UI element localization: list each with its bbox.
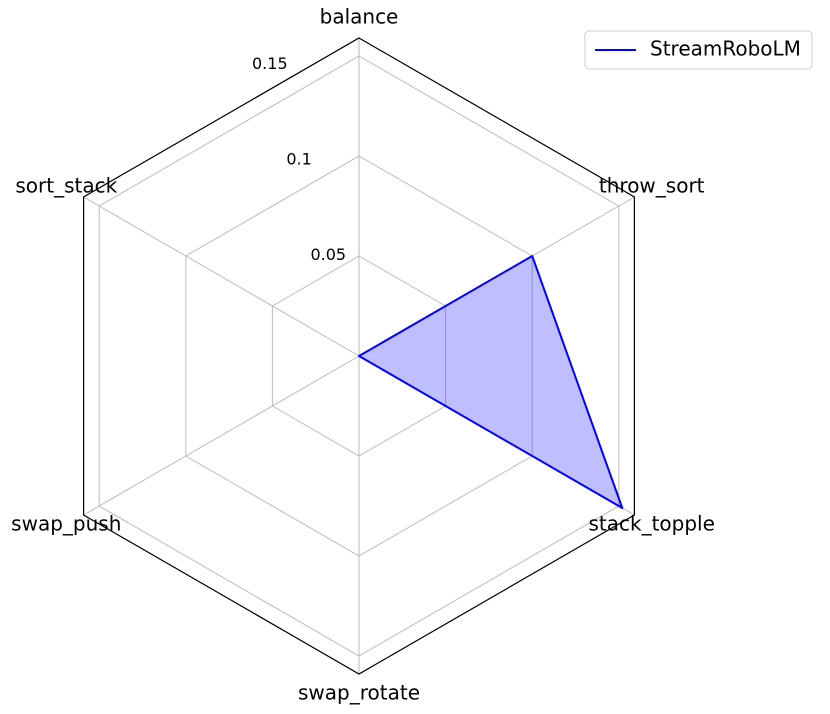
category-label: swap_rotate [298, 681, 420, 705]
category-label: sort_stack [15, 174, 117, 198]
category-label: balance [320, 5, 399, 29]
category-label: stack_topple [588, 512, 714, 536]
category-label: swap_push [11, 512, 121, 536]
grid-ring [98, 55, 620, 657]
r-tick-label: 0.05 [310, 245, 346, 264]
r-tick-label: 0.15 [252, 54, 288, 73]
legend-label: StreamRoboLM [650, 37, 801, 61]
r-tick-label: 0.1 [286, 149, 311, 168]
spoke [83, 355, 360, 516]
legend: StreamRoboLM [584, 30, 813, 70]
spoke [83, 196, 360, 357]
legend-frame [584, 30, 813, 70]
frame [83, 37, 635, 675]
category-label: throw_sort [599, 174, 705, 198]
series-area [358, 255, 624, 509]
